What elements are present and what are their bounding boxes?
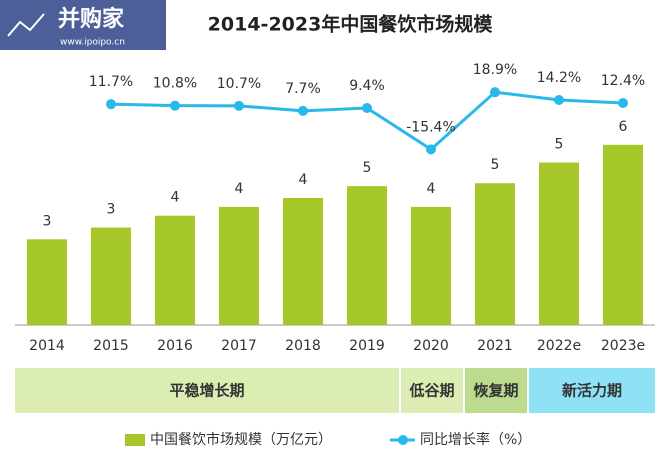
line-point [618,98,628,108]
phase-band [465,368,527,413]
bar-label: 6 [619,119,628,135]
legend-label: 同比增长率（%） [420,431,531,448]
chart-title: 2014-2023年中国餐饮市场规模 [208,13,494,36]
x-tick-label: 2018 [285,338,321,354]
bar [347,186,387,325]
phase-label: 新活力期 [562,382,622,400]
x-tick-label: 2021 [477,338,513,354]
phase-label: 恢复期 [473,382,518,400]
bar-label: 3 [43,213,52,229]
line-label: 12.4% [601,73,645,89]
line-label: 7.7% [285,81,321,97]
x-tick-label: 2014 [29,338,65,354]
line-label: 10.7% [217,76,261,92]
logo-icon [7,13,45,37]
bar-label: 4 [299,172,308,188]
line-point [490,87,500,98]
bar-label: 4 [235,181,244,197]
bar [91,227,131,325]
phase-band [529,368,655,413]
line-point [554,95,564,105]
x-tick-label: 2016 [157,338,193,354]
legend-swatch-point [398,435,408,445]
line-point [170,100,180,111]
bar-label: 5 [491,157,500,173]
phase-band [401,368,463,413]
bar [219,206,259,325]
bar-label: 3 [107,202,116,218]
x-tick-label: 2020 [413,338,449,354]
bar-label: 4 [427,181,436,197]
line [110,90,624,152]
bar [283,197,323,325]
x-tick-label: 2015 [93,338,129,354]
x-tick-label: 2019 [349,338,385,354]
line-label: -15.4% [406,119,456,135]
x-tick-label: 2017 [221,338,257,354]
phase-label: 低谷期 [408,382,454,400]
line-label: 14.2% [537,70,581,86]
logo-box [0,0,166,50]
bar [603,144,643,325]
logo-name: 并购家 [58,6,125,32]
bar-label: 5 [555,137,564,153]
x-tick-label: 2022e [537,338,581,354]
line-point [106,99,116,110]
line-point [298,105,308,116]
phase-label: 平稳增长期 [169,382,244,400]
line-label: 9.4% [349,78,385,94]
phase-band [15,368,399,413]
line-label: 18.9% [473,62,517,78]
x-tick-label: 2023e [601,338,645,354]
line-label: 10.8% [153,76,197,92]
line-point [426,144,436,155]
bar [155,215,195,325]
line-label: 11.7% [89,74,133,90]
legend-swatch [125,434,145,446]
line-point [362,103,372,113]
line-point [234,100,244,111]
bar [539,162,579,325]
bar [411,206,451,325]
bar-label: 5 [363,160,372,176]
bar [27,239,67,325]
legend-label: 中国餐饮市场规模（万亿元） [150,431,332,448]
logo-url: www.ipoipo.cn [60,38,125,48]
bar [475,183,515,325]
bar-label: 4 [171,190,180,206]
